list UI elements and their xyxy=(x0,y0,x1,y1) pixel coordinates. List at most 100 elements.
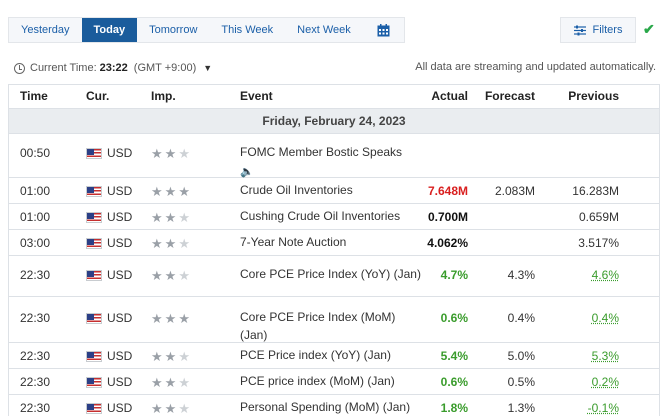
forecast-value: 0.5% xyxy=(508,375,535,389)
star-icon: ★ xyxy=(165,402,177,415)
actual-value: 0.700M xyxy=(428,210,468,224)
table-row[interactable]: 22:30 USD ★ ★ ★ PCE price index (MoM) (Jan) 0.… xyxy=(9,369,659,395)
date-range-tabs: Yesterday Today Tomorrow This Week Next … xyxy=(8,17,405,43)
star-icon: ★ xyxy=(151,211,163,224)
currency: USD xyxy=(107,375,132,389)
table-row[interactable]: 22:30 USD ★ ★ ★ Core PCE Price Index (YoY) (J… xyxy=(9,256,659,297)
event-name-text[interactable]: FOMC Member Bostic Speaks xyxy=(240,145,402,159)
event-name-text[interactable]: PCE price index (MoM) (Jan) xyxy=(240,374,395,388)
event-name[interactable]: Crude Oil Inventories xyxy=(240,181,425,199)
event-time: 01:00 xyxy=(20,184,50,198)
us-flag-icon xyxy=(86,351,102,362)
calendar-icon xyxy=(377,24,390,37)
event-name[interactable]: PCE price index (MoM) (Jan) xyxy=(240,372,425,390)
currency: USD xyxy=(107,311,132,325)
importance-stars: ★ ★ ★ xyxy=(151,269,190,282)
event-name-text[interactable]: Crude Oil Inventories xyxy=(240,183,353,197)
star-icon: ★ xyxy=(151,237,163,250)
tab-tomorrow[interactable]: Tomorrow xyxy=(137,18,209,42)
importance-stars: ★ ★ ★ xyxy=(151,237,190,250)
event-name-text[interactable]: Core PCE Price Index (MoM) (Jan) xyxy=(240,310,395,342)
star-icon: ★ xyxy=(165,147,177,160)
forecast-value: 0.4% xyxy=(508,311,535,325)
event-name[interactable]: FOMC Member Bostic Speaks 🔈 xyxy=(240,143,425,181)
importance-stars: ★ ★ ★ xyxy=(151,312,190,325)
us-flag-icon xyxy=(86,377,102,388)
us-flag-icon xyxy=(86,238,102,249)
col-forecast: Forecast xyxy=(485,89,535,103)
event-time: 22:30 xyxy=(20,375,50,389)
current-time-value: 23:22 xyxy=(100,62,128,74)
previous-value: 0.2% xyxy=(592,375,619,389)
previous-value: 5.3% xyxy=(592,349,619,363)
table-row[interactable]: 03:00 USD ★ ★ ★ 7-Year Note Auction 4.062% 3.51… xyxy=(9,230,659,256)
previous-value: 0.4% xyxy=(592,311,619,325)
forecast-value: 2.083M xyxy=(495,184,535,198)
event-name[interactable]: 7-Year Note Auction xyxy=(240,233,425,251)
table-row[interactable]: 00:50 USD ★ ★ ★ FOMC Member Bostic Speaks 🔈 xyxy=(9,134,659,178)
col-previous: Previous xyxy=(568,89,619,103)
col-actual: Actual xyxy=(431,89,468,103)
event-name[interactable]: Core PCE Price Index (YoY) (Jan) xyxy=(240,265,425,283)
star-icon: ★ xyxy=(151,185,163,198)
table-row[interactable]: 22:30 USD ★ ★ ★ Core PCE Price Index (MoM) (J… xyxy=(9,297,659,343)
filters-button[interactable]: Filters xyxy=(560,17,636,43)
event-name-text[interactable]: Personal Spending (MoM) (Jan) xyxy=(240,400,410,414)
us-flag-icon xyxy=(86,148,102,159)
star-icon: ★ xyxy=(178,269,190,282)
us-flag-icon xyxy=(86,186,102,197)
event-name-text[interactable]: 7-Year Note Auction xyxy=(240,235,346,249)
previous-value: 0.659M xyxy=(579,210,619,224)
importance-stars: ★ ★ ★ xyxy=(151,402,190,415)
event-name-text[interactable]: Cushing Crude Oil Inventories xyxy=(240,209,400,223)
event-time: 01:00 xyxy=(20,210,50,224)
tab-this-week[interactable]: This Week xyxy=(209,18,285,42)
economic-calendar-table: Time Cur. Imp. Event Actual Forecast Pre… xyxy=(8,84,660,416)
current-time-label: Current Time: xyxy=(30,62,97,74)
tab-today[interactable]: Today xyxy=(82,18,138,42)
table-row[interactable]: 01:00 USD ★ ★ ★ Crude Oil Inventories 7.648M 2.… xyxy=(9,178,659,204)
importance-stars: ★ ★ ★ xyxy=(151,147,190,160)
check-icon: ✔ xyxy=(643,21,655,38)
us-flag-icon xyxy=(86,270,102,281)
star-icon: ★ xyxy=(165,185,177,198)
actual-value: 0.6% xyxy=(441,375,468,389)
table-row[interactable]: 22:30 USD ★ ★ ★ Personal Spending (MoM) (Jan)… xyxy=(9,395,659,416)
event-name-text[interactable]: PCE Price index (YoY) (Jan) xyxy=(240,348,391,362)
currency: USD xyxy=(107,349,132,363)
table-row[interactable]: 22:30 USD ★ ★ ★ PCE Price index (YoY) (Jan) 5.… xyxy=(9,343,659,369)
us-flag-icon xyxy=(86,313,102,324)
event-name[interactable]: Core PCE Price Index (MoM) (Jan) xyxy=(240,308,425,344)
currency: USD xyxy=(107,146,132,160)
star-icon: ★ xyxy=(165,312,177,325)
event-name[interactable]: Personal Spending (MoM) (Jan) xyxy=(240,398,425,416)
star-icon: ★ xyxy=(151,350,163,363)
timezone-chevron-down-icon[interactable]: ▼ xyxy=(203,63,212,73)
event-time: 22:30 xyxy=(20,349,50,363)
star-icon: ★ xyxy=(178,147,190,160)
previous-value: -0.1% xyxy=(588,401,619,415)
previous-value: 16.283M xyxy=(572,184,619,198)
table-row[interactable]: 01:00 USD ★ ★ ★ Cushing Crude Oil Inventories… xyxy=(9,204,659,230)
actual-value: 4.7% xyxy=(441,268,468,282)
currency: USD xyxy=(107,401,132,415)
forecast-value: 1.3% xyxy=(508,401,535,415)
event-name-text[interactable]: Core PCE Price Index (YoY) (Jan) xyxy=(240,267,421,281)
timezone: (GMT +9:00) xyxy=(134,62,196,74)
actual-value: 4.062% xyxy=(427,236,468,250)
importance-stars: ★ ★ ★ xyxy=(151,350,190,363)
tab-next-week[interactable]: Next Week xyxy=(285,18,363,42)
star-icon: ★ xyxy=(165,269,177,282)
event-name[interactable]: Cushing Crude Oil Inventories xyxy=(240,207,425,225)
importance-stars: ★ ★ ★ xyxy=(151,376,190,389)
star-icon: ★ xyxy=(165,237,177,250)
actual-value: 7.648M xyxy=(428,184,468,198)
col-event: Event xyxy=(240,89,273,103)
event-name[interactable]: PCE Price index (YoY) (Jan) xyxy=(240,346,425,364)
star-icon: ★ xyxy=(178,237,190,250)
calendar-button[interactable] xyxy=(363,18,404,42)
streaming-notice: All data are streaming and updated autom… xyxy=(415,61,656,73)
tab-yesterday[interactable]: Yesterday xyxy=(9,18,82,42)
currency: USD xyxy=(107,236,132,250)
col-currency: Cur. xyxy=(86,89,109,103)
